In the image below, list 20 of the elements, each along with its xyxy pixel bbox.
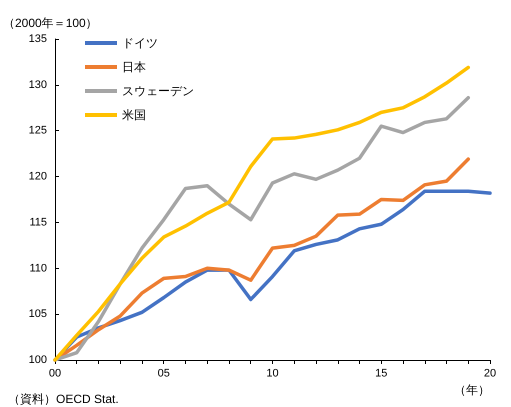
x-axis-title: （年） — [454, 383, 490, 397]
y-axis-title: （2000年＝100） — [3, 16, 98, 30]
legend-label: ドイツ — [122, 36, 158, 50]
legend-label: 米国 — [122, 108, 146, 122]
y-tick-label: 135 — [28, 33, 47, 45]
text: （資料）OECD Stat. — [8, 392, 119, 406]
x-tick-label: 15 — [375, 368, 388, 380]
y-tick-label: 120 — [28, 170, 47, 183]
y-tick-label: 115 — [29, 216, 47, 228]
legend-label: スウェーデン — [122, 84, 194, 98]
y-tick-label: 110 — [29, 262, 47, 274]
y-tick-label: 125 — [28, 124, 47, 137]
y-tick-label: 100 — [28, 354, 47, 366]
y-tick-label: 130 — [28, 78, 47, 91]
x-tick-label: 05 — [158, 368, 170, 380]
x-tick-label: 20 — [484, 368, 496, 380]
x-tick-label: 00 — [48, 368, 62, 380]
y-tick-label: 105 — [28, 308, 47, 320]
legend-label: 日本 — [122, 60, 146, 74]
x-tick-label: 10 — [266, 368, 279, 380]
